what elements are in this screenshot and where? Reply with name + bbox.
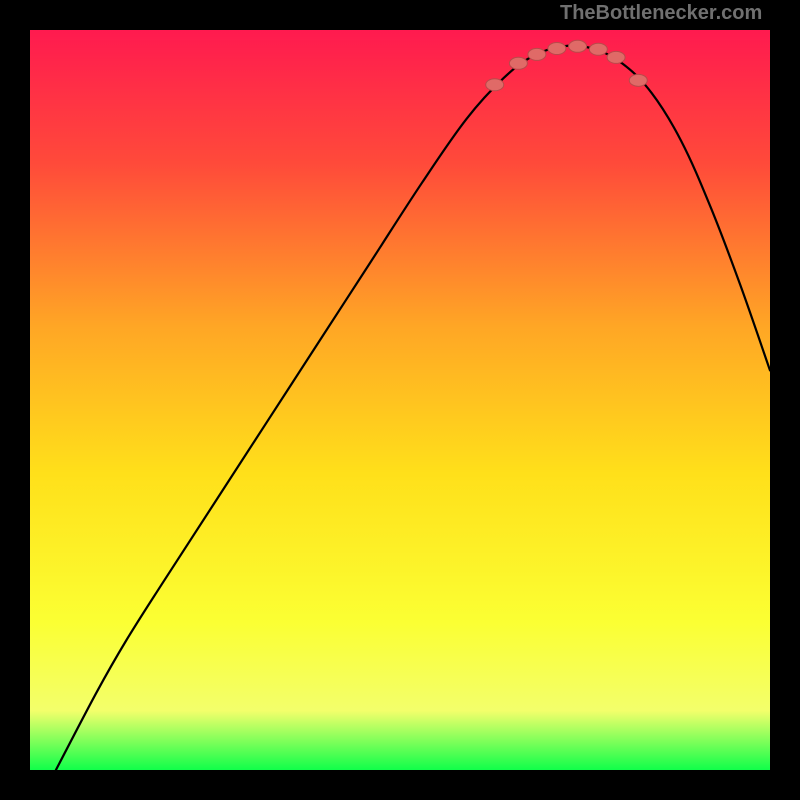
attribution-text: TheBottlenecker.com [560,2,762,25]
bottleneck-marker [629,74,647,86]
bottleneck-curve [56,46,770,770]
bottleneck-marker [607,51,625,63]
chart-overlay [30,30,770,770]
bottleneck-marker [569,40,587,52]
chart-stage: TheBottlenecker.com [0,0,800,800]
bottleneck-marker [486,79,504,91]
bottleneck-marker [528,48,546,60]
bottleneck-marker [509,57,527,69]
bottleneck-marker [548,43,566,55]
plot-area [30,30,770,770]
bottleneck-marker [589,43,607,55]
